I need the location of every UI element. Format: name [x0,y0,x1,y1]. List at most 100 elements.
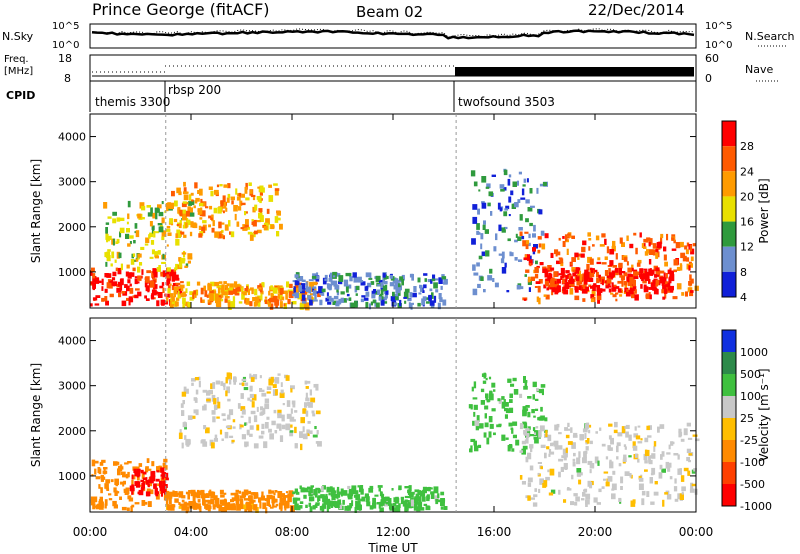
velocity-cell [198,376,201,380]
velocity-cell [250,377,255,382]
velocity-cell [589,463,595,469]
velocity-cell [252,374,258,380]
velocity-cell [644,449,648,457]
x-tick-label: 12:00 [376,525,411,539]
colorbar-tick-label: -500 [740,478,765,491]
velocity-cell [688,453,693,456]
velocity-cell [302,426,305,433]
velocity-cell [190,504,196,509]
power-cell [596,271,599,278]
velocity-cell [658,472,663,479]
power-cell [497,202,501,210]
velocity-cell [95,505,100,508]
power-cell [676,266,681,271]
velocity-cell [524,380,528,383]
power-cell [495,233,498,241]
velocity-cell [279,435,284,442]
power-cell [483,289,486,293]
power-cell [588,238,592,241]
velocity-cell [364,493,369,499]
velocity-cell [90,499,95,506]
power-cell [124,284,128,288]
power-cell [194,200,198,204]
velocity-cell [484,405,489,410]
power-cell [623,291,627,294]
power-cell [537,250,541,253]
velocity-cell [336,495,339,499]
velocity-cell [545,476,550,481]
colorbar-tick-label: 8 [740,266,747,279]
power-cell [579,279,583,285]
velocity-cell [473,411,476,417]
power-cell [665,282,671,288]
power-cell [584,289,588,294]
power-cell [615,298,618,302]
power-cell [298,285,302,292]
power-cell [182,224,187,229]
power-cell [318,286,323,293]
velocity-cell [539,478,544,485]
power-cell [118,293,122,298]
power-cell [590,298,595,303]
power-cell [189,231,193,237]
power-cell [116,217,121,222]
power-cell [227,193,231,198]
velocity-cell [294,443,298,449]
velocity-cell [99,503,104,510]
velocity-cell [161,472,166,477]
power-cell [270,224,275,230]
power-cell [367,282,372,288]
velocity-cell [291,506,295,512]
power-cell [483,220,486,225]
velocity-cell [486,399,490,403]
power-cell [224,296,230,299]
velocity-cell [612,470,616,475]
velocity-cell [538,430,542,438]
power-cell [690,256,694,262]
power-cell [309,299,313,306]
power-cell [350,302,355,308]
power-cell [485,250,490,257]
power-cell [264,296,268,299]
power-cell [507,178,511,186]
power-cell [435,289,439,293]
power-cell [336,288,339,293]
power-cell [212,220,215,227]
power-cell [215,293,219,300]
velocity-cell [187,415,193,420]
power-cell [90,270,93,276]
velocity-cell [584,433,587,439]
velocity-cell [679,468,682,473]
velocity-cell [435,499,439,505]
power-cell [106,273,112,278]
velocity-cell [241,409,246,415]
power-cell [207,299,212,305]
power-cell [161,217,165,224]
velocity-cell [115,491,120,494]
power-cell [663,254,667,261]
velocity-cell [515,439,520,446]
power-cell [588,277,594,282]
power-cell [623,257,628,262]
velocity-cell [437,493,440,499]
colorbar-frame [721,120,737,298]
power-cell [118,281,122,287]
power-cell [611,245,616,252]
power-cell [422,290,425,293]
velocity-cell [160,490,163,497]
velocity-cell [142,471,147,475]
power-cell [119,217,125,221]
velocity-cell [115,483,119,487]
power-cell [561,272,565,277]
velocity-cell [369,485,374,489]
velocity-cell [544,417,548,422]
velocity-cell [529,444,534,449]
velocity-cell [115,461,120,465]
velocity-cell [512,421,518,426]
velocity-cell [272,502,275,506]
power-cell [671,235,675,238]
power-cell [254,300,258,306]
beam-title: Beam 02 [356,3,423,21]
velocity-cell [261,392,267,397]
power-cell [525,199,530,204]
